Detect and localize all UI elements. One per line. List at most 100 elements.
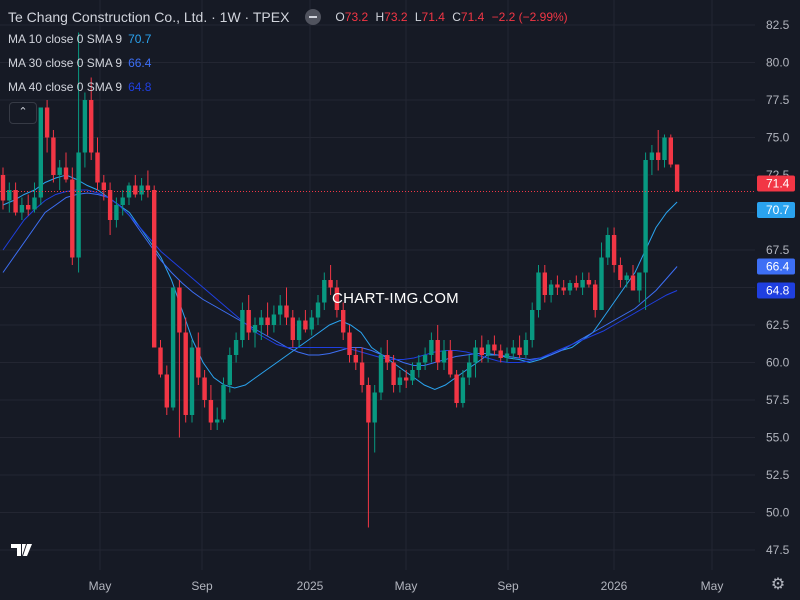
- candle-body: [422, 355, 428, 363]
- candle-body: [347, 332, 352, 355]
- x-tick-label: Sep: [191, 579, 213, 593]
- candle: [303, 310, 308, 333]
- candle: [485, 340, 491, 363]
- candle-body: [536, 272, 541, 310]
- candle-body: [284, 305, 289, 318]
- candle: [70, 167, 75, 265]
- time-axis[interactable]: May Sep 2025 May Sep 2026 May: [89, 579, 724, 593]
- candle: [416, 355, 421, 378]
- collapse-indicators-button[interactable]: ⌃: [9, 102, 37, 124]
- price-label-box: [757, 282, 795, 299]
- watermark: CHART-IMG.COM: [332, 290, 459, 307]
- indicator-label: MA 40 close 0 SMA 9: [8, 80, 123, 94]
- candle: [126, 182, 132, 205]
- candle-body: [656, 152, 661, 160]
- candle-body: [252, 325, 258, 333]
- candle: [517, 335, 522, 358]
- candle: [567, 280, 573, 295]
- hide-eye-icon[interactable]: [305, 9, 322, 25]
- candle-body: [221, 385, 226, 420]
- y-tick-label: 67.5: [766, 243, 790, 257]
- candle-body: [177, 287, 182, 333]
- candle-body: [479, 347, 484, 355]
- candle: [372, 385, 377, 453]
- candle: [252, 317, 258, 348]
- candle: [328, 265, 333, 295]
- candle: [580, 272, 585, 295]
- candle: [107, 182, 113, 235]
- candle-body: [290, 317, 295, 340]
- y-tick-label: 50.0: [766, 506, 790, 520]
- y-tick-label: 55.0: [766, 431, 790, 445]
- candle: [630, 265, 636, 291]
- candle-body: [523, 340, 529, 355]
- candle-body: [7, 190, 12, 201]
- candle-body: [567, 283, 573, 291]
- candle: [599, 242, 604, 310]
- candle-body: [397, 377, 403, 385]
- candle-body: [246, 310, 251, 333]
- candle: [454, 370, 459, 408]
- candle: [668, 134, 673, 168]
- price-labels: 71.4 70.7 66.4 64.8: [757, 175, 795, 299]
- candle: [315, 295, 321, 325]
- candle: [32, 182, 37, 213]
- price-label-text: 64.8: [766, 284, 790, 298]
- open-key: O: [335, 10, 345, 24]
- candle-body: [76, 152, 81, 258]
- candle-body: [605, 235, 610, 258]
- x-tick-label: May: [701, 579, 724, 593]
- indicator-ma10[interactable]: MA 10 close 0 SMA 9 70.7: [8, 32, 151, 46]
- candle: [57, 160, 62, 190]
- x-tick-label: May: [395, 579, 418, 593]
- candle-body: [435, 340, 440, 363]
- tradingview-logo-icon[interactable]: [10, 540, 38, 560]
- candle-body: [385, 355, 390, 363]
- candle: [624, 272, 629, 288]
- candle-body: [227, 355, 232, 385]
- candle-body: [233, 340, 239, 355]
- candle-body: [114, 205, 119, 220]
- candle-body: [416, 362, 421, 370]
- candle-body: [315, 302, 321, 318]
- moving-average-lines: [2, 174, 678, 391]
- candle: [504, 347, 510, 363]
- candle-body: [164, 374, 169, 408]
- candle-body: [13, 190, 18, 213]
- candle: [341, 302, 346, 340]
- candle-body: [441, 350, 447, 363]
- candle-body: [328, 280, 333, 288]
- candle-body: [19, 205, 25, 213]
- candle: [208, 385, 214, 430]
- symbol-title[interactable]: Te Chang Construction Co., Ltd. · 1W · T…: [8, 9, 290, 25]
- candle-body: [561, 287, 566, 291]
- candle-body: [44, 107, 50, 138]
- indicator-ma40[interactable]: MA 40 close 0 SMA 9 64.8: [8, 80, 151, 94]
- candle: [139, 178, 144, 201]
- candle-body: [38, 107, 43, 198]
- x-tick-label: 2025: [297, 579, 324, 593]
- candle-body: [492, 344, 497, 351]
- candle-body: [378, 355, 384, 393]
- candle: [259, 310, 264, 340]
- candle: [19, 197, 25, 220]
- indicator-ma30[interactable]: MA 30 close 0 SMA 9 66.4: [8, 56, 151, 70]
- candle: [63, 152, 69, 183]
- gear-icon[interactable]: ⚙: [770, 576, 786, 593]
- candle-body: [391, 362, 396, 385]
- chart-header: Te Chang Construction Co., Ltd. · 1W · T…: [8, 6, 572, 28]
- candle: [296, 317, 302, 348]
- candle-body: [504, 353, 510, 358]
- candle-body: [530, 310, 535, 340]
- candle: [13, 182, 18, 216]
- candle-body: [460, 377, 466, 403]
- candle: [95, 137, 100, 190]
- candle: [611, 227, 617, 273]
- candle: [429, 332, 434, 363]
- candle: [233, 332, 239, 363]
- candle-body: [662, 137, 667, 160]
- candle: [189, 340, 195, 423]
- candle: [378, 347, 384, 400]
- candle-body: [599, 257, 604, 310]
